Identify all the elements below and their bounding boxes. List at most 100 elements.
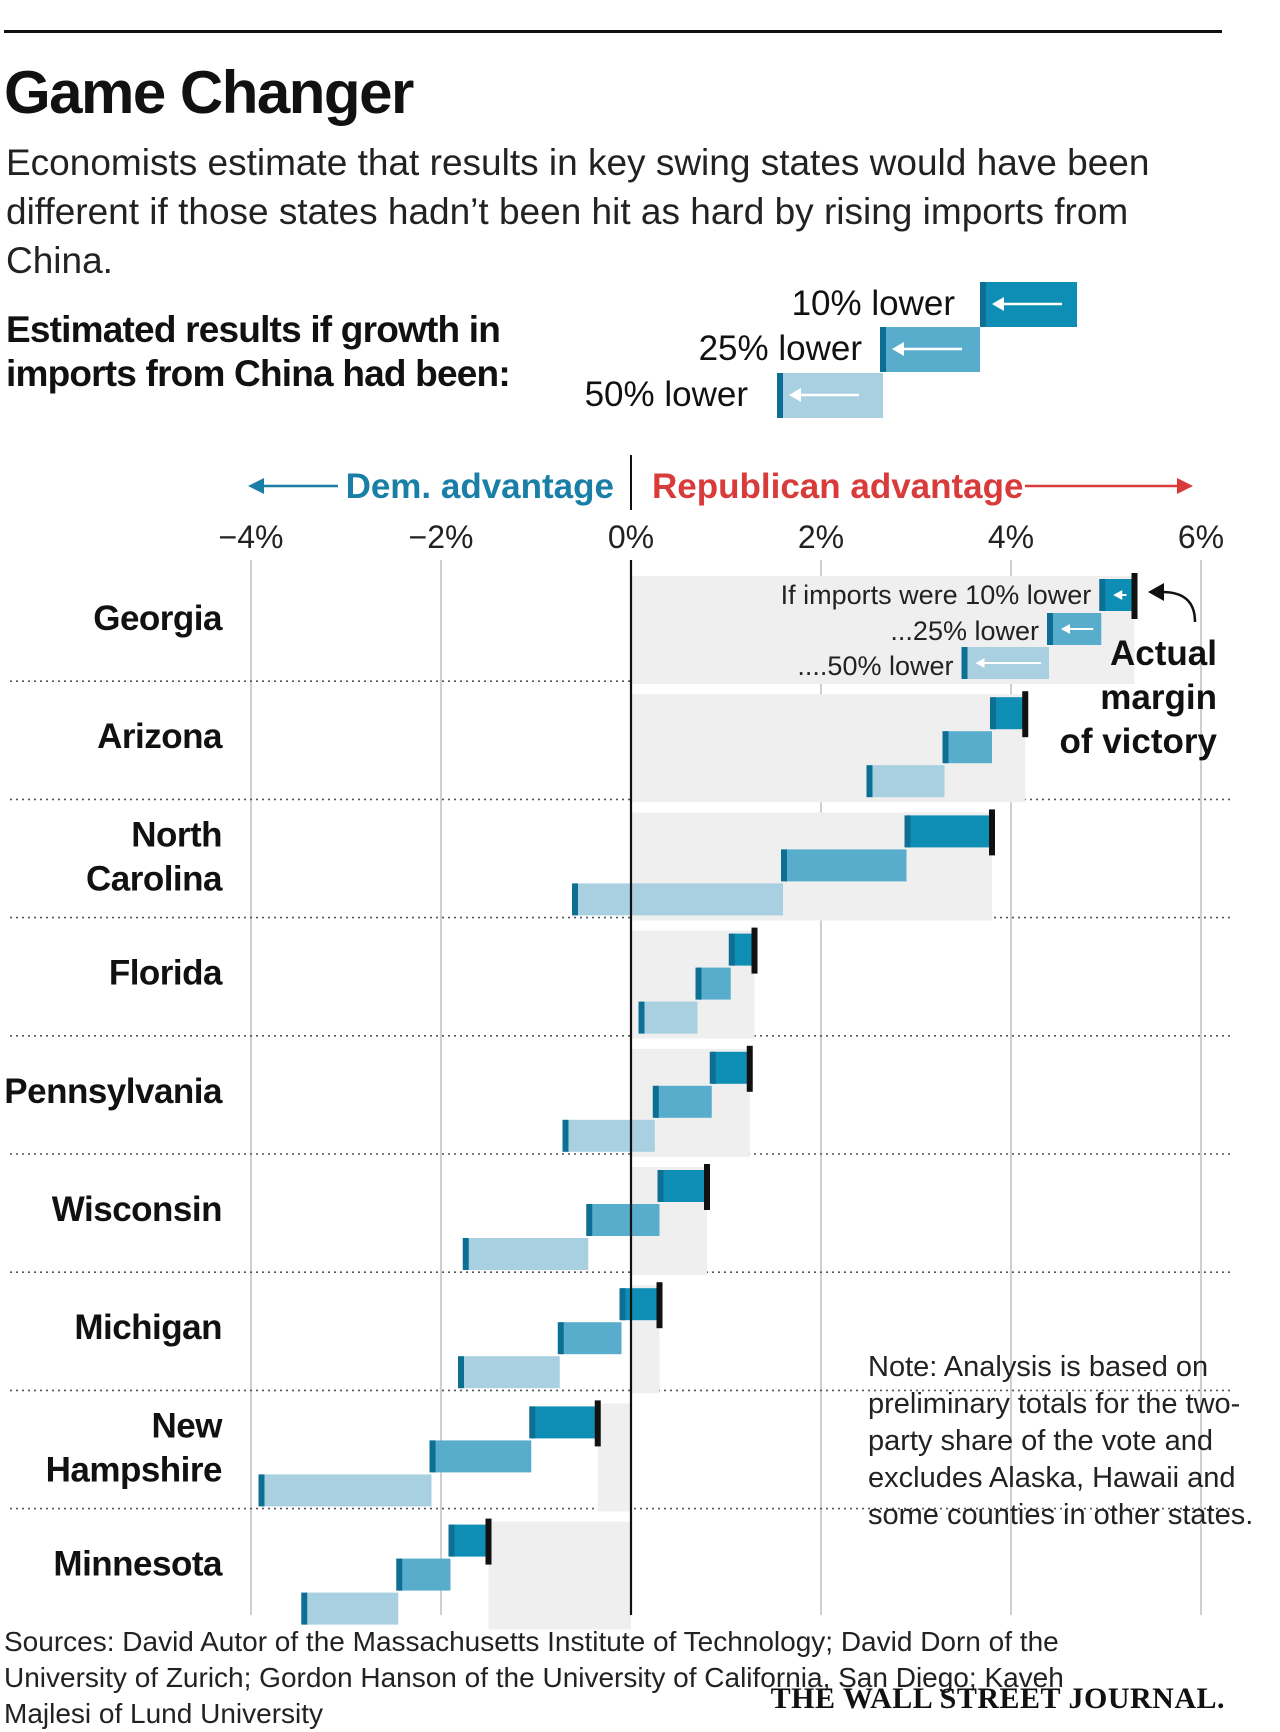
bar-25pct-lower-start-8 xyxy=(396,1558,403,1591)
publisher-logo: THE WALL STREET JOURNAL. xyxy=(770,1682,1225,1715)
x-tick-label-1: −2% xyxy=(409,519,474,555)
x-tick-label-5: 6% xyxy=(1178,519,1224,555)
actual-margin-marker-7 xyxy=(594,1400,601,1447)
bar-10pct-lower-2 xyxy=(906,815,992,848)
bar-50pct-lower-start-4 xyxy=(562,1119,569,1152)
bar-25pct-lower-7 xyxy=(431,1440,532,1473)
actual-band-8 xyxy=(488,1521,631,1630)
bar-10pct-lower-start-4 xyxy=(709,1051,716,1084)
bar-50pct-lower-8 xyxy=(303,1592,399,1625)
legend-arrow-head-2 xyxy=(789,388,801,402)
legend-arrow-head-1 xyxy=(892,342,904,356)
bar-50pct-lower-start-8 xyxy=(301,1592,308,1625)
bar-10pct-lower-1 xyxy=(992,697,1026,730)
legend-swatch-start-1 xyxy=(880,327,886,372)
bar-50pct-lower-7 xyxy=(260,1474,432,1507)
bar-25pct-lower-start-1 xyxy=(942,731,949,764)
actual-margin-marker-2 xyxy=(989,809,995,856)
legend-label-2: 50% lower xyxy=(585,375,749,414)
bar-50pct-lower-2 xyxy=(574,883,783,916)
actual-margin-marker-4 xyxy=(746,1045,753,1092)
top-rule xyxy=(4,30,1222,33)
dem-advantage-label: Dem. advantage xyxy=(346,467,614,506)
bar-50pct-lower-5 xyxy=(464,1238,589,1270)
state-label-2-1: Carolina xyxy=(86,859,223,898)
state-label-7-0: New xyxy=(152,1406,224,1445)
georgia-arrow-head-2 xyxy=(975,658,985,668)
state-label-5-0: Wisconsin xyxy=(52,1190,222,1229)
bar-10pct-lower-7 xyxy=(531,1406,598,1439)
legend-heading: Estimated results if growth in imports f… xyxy=(6,309,511,394)
bar-10pct-lower-start-0 xyxy=(1099,579,1106,611)
rep-arrow-icon xyxy=(1177,478,1193,494)
x-tick-label-3: 2% xyxy=(798,519,844,555)
bar-25pct-lower-8 xyxy=(398,1558,451,1591)
actual-margin-marker-3 xyxy=(751,927,758,974)
bar-25pct-lower-start-5 xyxy=(586,1204,593,1236)
state-label-1-0: Arizona xyxy=(97,717,223,756)
x-tick-label-0: −4% xyxy=(219,519,284,555)
bar-10pct-lower-8 xyxy=(450,1524,489,1557)
legend-swatch-start-2 xyxy=(777,373,783,418)
series-label-25pct: ...25% lower xyxy=(890,616,1039,646)
bar-10pct-lower-6 xyxy=(621,1288,660,1321)
actual-margin-label-0: Actual xyxy=(1110,634,1217,673)
bar-25pct-lower-start-2 xyxy=(781,849,787,882)
bar-25pct-lower-6 xyxy=(559,1322,622,1355)
legend-label-1: 25% lower xyxy=(699,329,863,368)
bar-50pct-lower-start-3 xyxy=(638,1001,645,1034)
bar-10pct-lower-start-5 xyxy=(657,1170,664,1202)
bar-10pct-lower-5 xyxy=(659,1170,707,1202)
state-label-7-1: Hampshire xyxy=(46,1450,222,1489)
legend-arrow-head-0 xyxy=(992,297,1004,311)
state-label-2-0: North xyxy=(131,815,222,854)
bar-25pct-lower-3 xyxy=(697,967,731,1000)
bar-10pct-lower-3 xyxy=(730,933,755,966)
bar-25pct-lower-4 xyxy=(654,1085,712,1118)
bar-10pct-lower-start-3 xyxy=(728,933,735,966)
note-text: Note: Analysis is based on preliminary t… xyxy=(868,1351,1254,1531)
bar-50pct-lower-start-1 xyxy=(866,765,873,798)
actual-band-7 xyxy=(597,1403,631,1512)
rep-advantage-label: Republican advantage xyxy=(652,467,1023,506)
bar-25pct-lower-start-4 xyxy=(652,1085,659,1118)
state-label-3-0: Florida xyxy=(109,954,223,993)
georgia-arrow-head-0 xyxy=(1113,590,1123,600)
bar-10pct-lower-start-1 xyxy=(990,697,996,730)
bar-25pct-lower-start-7 xyxy=(429,1440,436,1473)
bar-10pct-lower-4 xyxy=(711,1051,750,1084)
actual-pointer-icon xyxy=(1148,583,1164,601)
state-label-0-0: Georgia xyxy=(93,599,223,638)
actual-margin-marker-1 xyxy=(1022,691,1029,738)
bar-25pct-lower-start-6 xyxy=(557,1322,564,1355)
bar-10pct-lower-start-2 xyxy=(904,815,911,848)
legend-swatch-start-0 xyxy=(980,282,986,327)
bar-25pct-lower-2 xyxy=(783,849,907,882)
series-label-50pct: ....50% lower xyxy=(797,651,953,681)
bar-25pct-lower-start-0 xyxy=(1047,613,1053,645)
state-label-6-0: Michigan xyxy=(74,1308,222,1347)
actual-margin-marker-0 xyxy=(1131,573,1138,619)
dem-arrow-icon xyxy=(248,478,264,494)
state-label-8-0: Minnesota xyxy=(53,1545,223,1584)
actual-margin-label-2: of victory xyxy=(1059,722,1217,761)
state-label-4-0: Pennsylvania xyxy=(4,1072,223,1111)
series-label-10pct: If imports were 10% lower xyxy=(781,580,1092,610)
bar-50pct-lower-start-6 xyxy=(458,1356,464,1389)
bar-50pct-lower-start-2 xyxy=(572,883,578,916)
bar-10pct-lower-start-8 xyxy=(448,1524,455,1557)
bar-25pct-lower-5 xyxy=(588,1204,660,1236)
bar-10pct-lower-start-6 xyxy=(619,1288,626,1321)
actual-margin-marker-6 xyxy=(656,1282,663,1329)
chart-subtitle: Economists estimate that results in key … xyxy=(6,142,1150,281)
bar-50pct-lower-start-7 xyxy=(258,1474,265,1507)
x-tick-label-2: 0% xyxy=(608,519,654,555)
legend-label-0: 10% lower xyxy=(792,284,956,323)
actual-pointer-curve xyxy=(1161,590,1197,623)
bar-50pct-lower-6 xyxy=(460,1356,560,1389)
actual-margin-marker-8 xyxy=(485,1518,492,1565)
bar-25pct-lower-start-3 xyxy=(695,967,702,1000)
bar-50pct-lower-4 xyxy=(564,1119,655,1152)
actual-margin-label-1: margin xyxy=(1100,678,1217,717)
